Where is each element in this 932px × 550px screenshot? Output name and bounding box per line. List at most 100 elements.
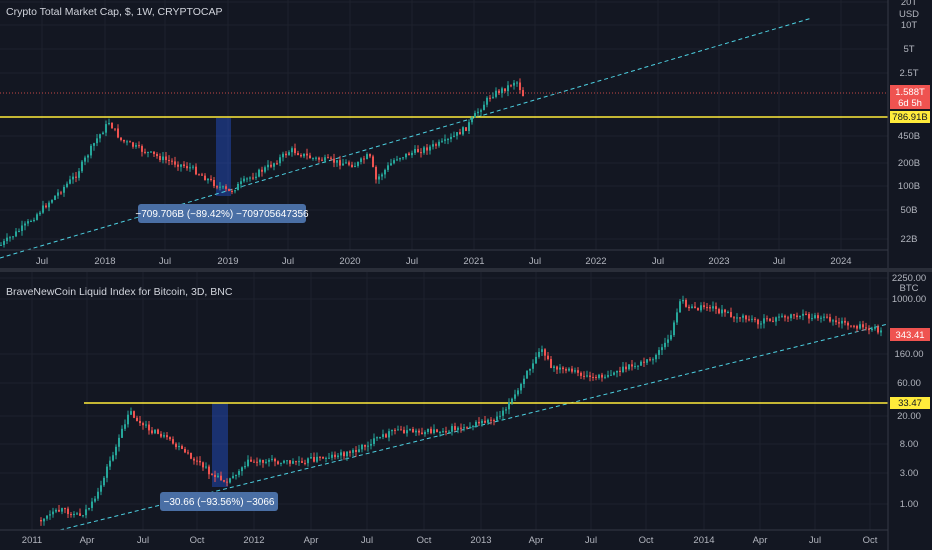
candle-body: [195, 166, 197, 175]
x-tick-label: 2020: [339, 256, 360, 267]
candle-body: [330, 157, 332, 159]
candle-body: [486, 97, 488, 105]
candle-body: [88, 507, 90, 510]
candle-body: [439, 431, 441, 433]
top-price-axis[interactable]: USD 20T 10T 5T 2.5T 450B 200B 100B 50B 22B 1.588…: [887, 0, 932, 268]
candle-body: [259, 459, 261, 463]
candle-body: [229, 478, 231, 483]
top-chart-pane[interactable]: Crypto Total Market Cap, $, 1W, CRYPTOCA…: [0, 0, 932, 268]
candle-body: [814, 315, 816, 319]
candle-body: [721, 309, 723, 314]
candle-body: [313, 457, 315, 462]
candle-body: [264, 167, 266, 172]
candle-body: [553, 366, 555, 368]
candle-body: [280, 462, 282, 464]
y-tick-label: 10T: [901, 20, 918, 31]
candle-body: [94, 498, 96, 502]
bottom-measure-label[interactable]: −30.66 (−93.56%) −3066: [160, 492, 278, 511]
candle-body: [511, 398, 513, 403]
candle-body: [93, 143, 95, 146]
candle-body: [84, 157, 86, 162]
candle-body: [108, 122, 110, 125]
candle-body: [366, 154, 368, 160]
candle-body: [394, 429, 396, 431]
x-tick-label: Jul: [652, 256, 664, 267]
top-measure-label[interactable]: −709.706B (−89.42%) −709705647356: [135, 204, 309, 223]
bottom-price-axis[interactable]: BTC 2250.00 1000.00 160.00 60.00 20.00 8.00 3.…: [887, 272, 932, 550]
candle-body: [688, 306, 690, 309]
candle-body: [61, 508, 63, 512]
candle-body: [622, 366, 624, 372]
candle-body: [343, 452, 345, 457]
x-tick-label: 2023: [708, 256, 729, 267]
candle-body: [201, 174, 203, 176]
candle-body: [304, 462, 306, 464]
candle-body: [601, 374, 603, 378]
candle-body: [757, 319, 759, 325]
candle-body: [180, 164, 182, 167]
candle-body: [856, 325, 858, 329]
top-time-axis[interactable]: Jul 2018 Jul 2019 Jul 2020 Jul 2021 Jul 2022 Jul 20…: [36, 256, 852, 267]
candle-body: [718, 309, 720, 314]
candle-body: [294, 148, 296, 154]
candle-body: [115, 446, 117, 456]
candle-body: [66, 183, 68, 187]
bottom-level-tag: 33.47: [898, 398, 922, 409]
candle-body: [270, 164, 272, 167]
candle-body: [490, 419, 492, 421]
candle-body: [210, 178, 212, 180]
candle-body: [357, 161, 359, 166]
candle-body: [64, 508, 66, 510]
candle-body: [850, 325, 852, 327]
candle-body: [274, 458, 276, 462]
candle-body: [796, 315, 798, 318]
candle-body: [574, 370, 576, 372]
candle-body: [556, 366, 558, 370]
x-tick-label: Oct: [190, 535, 205, 546]
candle-body: [829, 317, 831, 322]
candle-body: [232, 476, 234, 479]
y-tick-label: 20T: [901, 0, 918, 8]
y-tick-label: 3.00: [900, 468, 919, 479]
candle-body: [199, 460, 201, 463]
candle-body: [325, 457, 327, 459]
candle-body: [865, 327, 867, 329]
candle-body: [454, 426, 456, 430]
pane-separator[interactable]: [0, 268, 932, 272]
candle-body: [154, 429, 156, 434]
candle-body: [192, 166, 194, 168]
x-tick-label: 2018: [94, 256, 115, 267]
candle-body: [706, 307, 708, 309]
candle-body: [415, 430, 417, 433]
candle-body: [15, 231, 17, 237]
candle-body: [420, 152, 422, 154]
candle-body: [306, 153, 308, 156]
candle-body: [318, 157, 320, 160]
candle-body: [508, 402, 510, 410]
candle-body: [631, 364, 633, 367]
candle-body: [724, 309, 726, 313]
bottom-chart-pane[interactable]: BraveNewCoin Liquid Index for Bitcoin, 3…: [0, 272, 932, 550]
candle-body: [109, 460, 111, 467]
candle-body: [319, 456, 321, 458]
y-tick-label: 1.00: [900, 499, 919, 510]
candle-body: [273, 163, 275, 167]
candle-body: [135, 145, 137, 147]
candle-body: [40, 520, 42, 522]
y-tick-label: 160.00: [894, 349, 923, 360]
candle-body: [247, 459, 249, 467]
candle-body: [271, 458, 273, 460]
candle-body: [694, 306, 696, 309]
candle-body: [781, 315, 783, 317]
candle-body: [198, 174, 200, 176]
candle-body: [9, 237, 11, 239]
candle-body: [444, 139, 446, 141]
candle-body: [172, 439, 174, 444]
candle-body: [532, 363, 534, 369]
candle-body: [336, 160, 338, 163]
bottom-time-axis[interactable]: 2011 Apr Jul Oct 2012 Apr Jul Oct 2013 Apr Jul Oct 2…: [22, 535, 878, 546]
x-tick-label: 2011: [22, 535, 42, 546]
candle-body: [141, 146, 143, 152]
candle-body: [507, 85, 509, 92]
candle-body: [162, 156, 164, 161]
